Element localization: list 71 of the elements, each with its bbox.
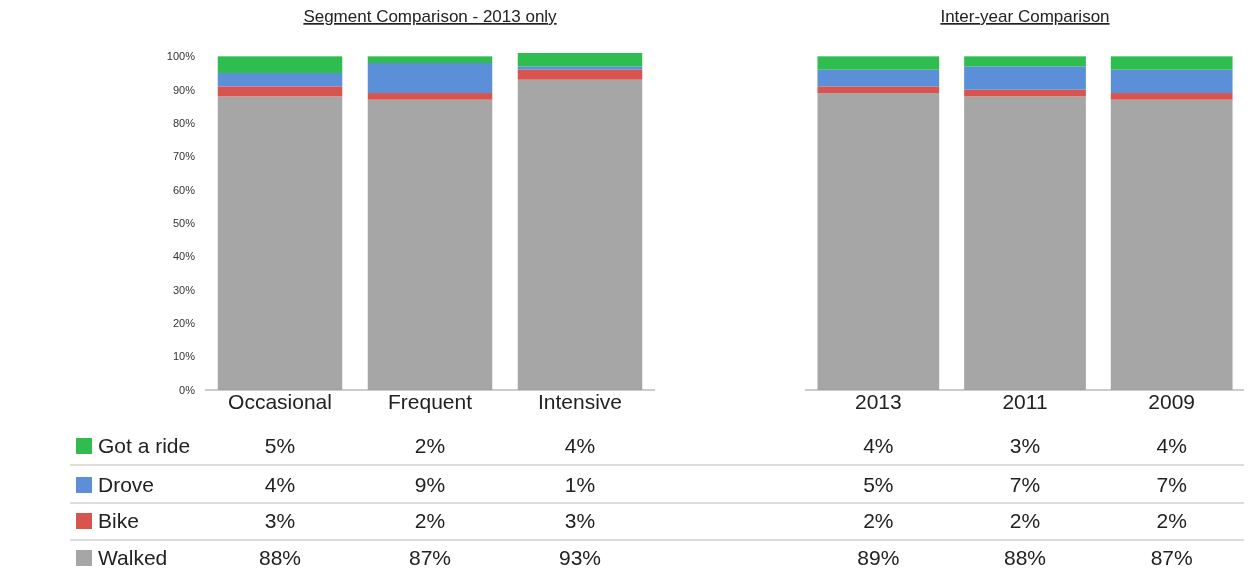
data-label: 5% (264, 434, 296, 458)
x-tick-label: Frequent (387, 390, 473, 413)
y-tick-label: 50% (172, 217, 196, 230)
legend-label: Bike (98, 509, 139, 533)
bar (1110, 99, 1233, 390)
bar (1110, 93, 1233, 100)
data-label: 9% (414, 473, 446, 497)
x-tick-label: 2009 (1148, 390, 1196, 413)
data-label: 3% (564, 509, 596, 533)
y-tick-label: 40% (172, 250, 196, 263)
y-tick-label: 30% (172, 283, 196, 296)
x-tick-label: Occasional (228, 390, 332, 413)
data-label: 2% (414, 434, 446, 458)
bar (817, 93, 940, 390)
y-tick-label: 100% (166, 50, 196, 63)
y-tick-label: 70% (172, 150, 196, 163)
bar (964, 89, 1086, 97)
data-label: 4% (1156, 434, 1187, 458)
y-tick-label: 90% (172, 83, 196, 96)
data-label: 88% (1003, 546, 1047, 570)
x-tick-label: Intensive (537, 390, 623, 413)
chart-title: Inter-year Comparison (940, 7, 1110, 26)
bar (217, 56, 343, 74)
bar (517, 79, 643, 390)
data-label: 3% (1009, 434, 1041, 458)
bar (964, 56, 1086, 67)
bar (367, 93, 493, 100)
data-label: 2% (1156, 509, 1187, 533)
data-label: 4% (564, 434, 596, 458)
x-tick-label: 2011 (1002, 390, 1048, 413)
y-tick-label: 80% (172, 116, 196, 129)
bar (964, 96, 1086, 390)
data-label: 89% (857, 546, 900, 570)
bar (817, 56, 940, 70)
data-label: 7% (1009, 473, 1041, 497)
y-tick-label: 10% (172, 350, 196, 363)
bar (217, 73, 343, 87)
legend-label: Got a ride (98, 434, 191, 458)
bar (1110, 69, 1233, 94)
data-label: 87% (1150, 546, 1193, 570)
bar (517, 66, 643, 70)
data-label: 3% (264, 509, 296, 533)
bar (217, 86, 343, 97)
bar (367, 99, 493, 390)
bar (517, 69, 643, 80)
legend-label: Walked (98, 546, 168, 570)
y-tick-label: 60% (172, 183, 196, 196)
chart-title: Segment Comparison - 2013 only (303, 7, 558, 26)
bar (517, 53, 643, 67)
data-label: 87% (408, 546, 452, 570)
data-label: 2% (414, 509, 446, 533)
data-label: 88% (258, 546, 302, 570)
bar (1110, 56, 1233, 70)
y-tick-label: 0% (179, 383, 196, 396)
data-label: 2% (1009, 509, 1041, 533)
data-label: 93% (558, 546, 602, 570)
x-tick-label: 2013 (854, 390, 902, 413)
data-label: 2% (863, 509, 894, 533)
bar (817, 69, 940, 87)
bar (964, 66, 1086, 90)
bar (367, 63, 493, 94)
y-tick-label: 20% (172, 317, 196, 330)
data-label: 5% (863, 473, 894, 497)
data-label: 1% (564, 473, 596, 497)
bar (817, 86, 940, 94)
data-label: 4% (264, 473, 296, 497)
legend-label: Drove (98, 473, 155, 497)
data-label: 7% (1156, 473, 1187, 497)
data-label: 4% (863, 434, 894, 458)
bar (217, 96, 343, 390)
bar (367, 56, 493, 64)
